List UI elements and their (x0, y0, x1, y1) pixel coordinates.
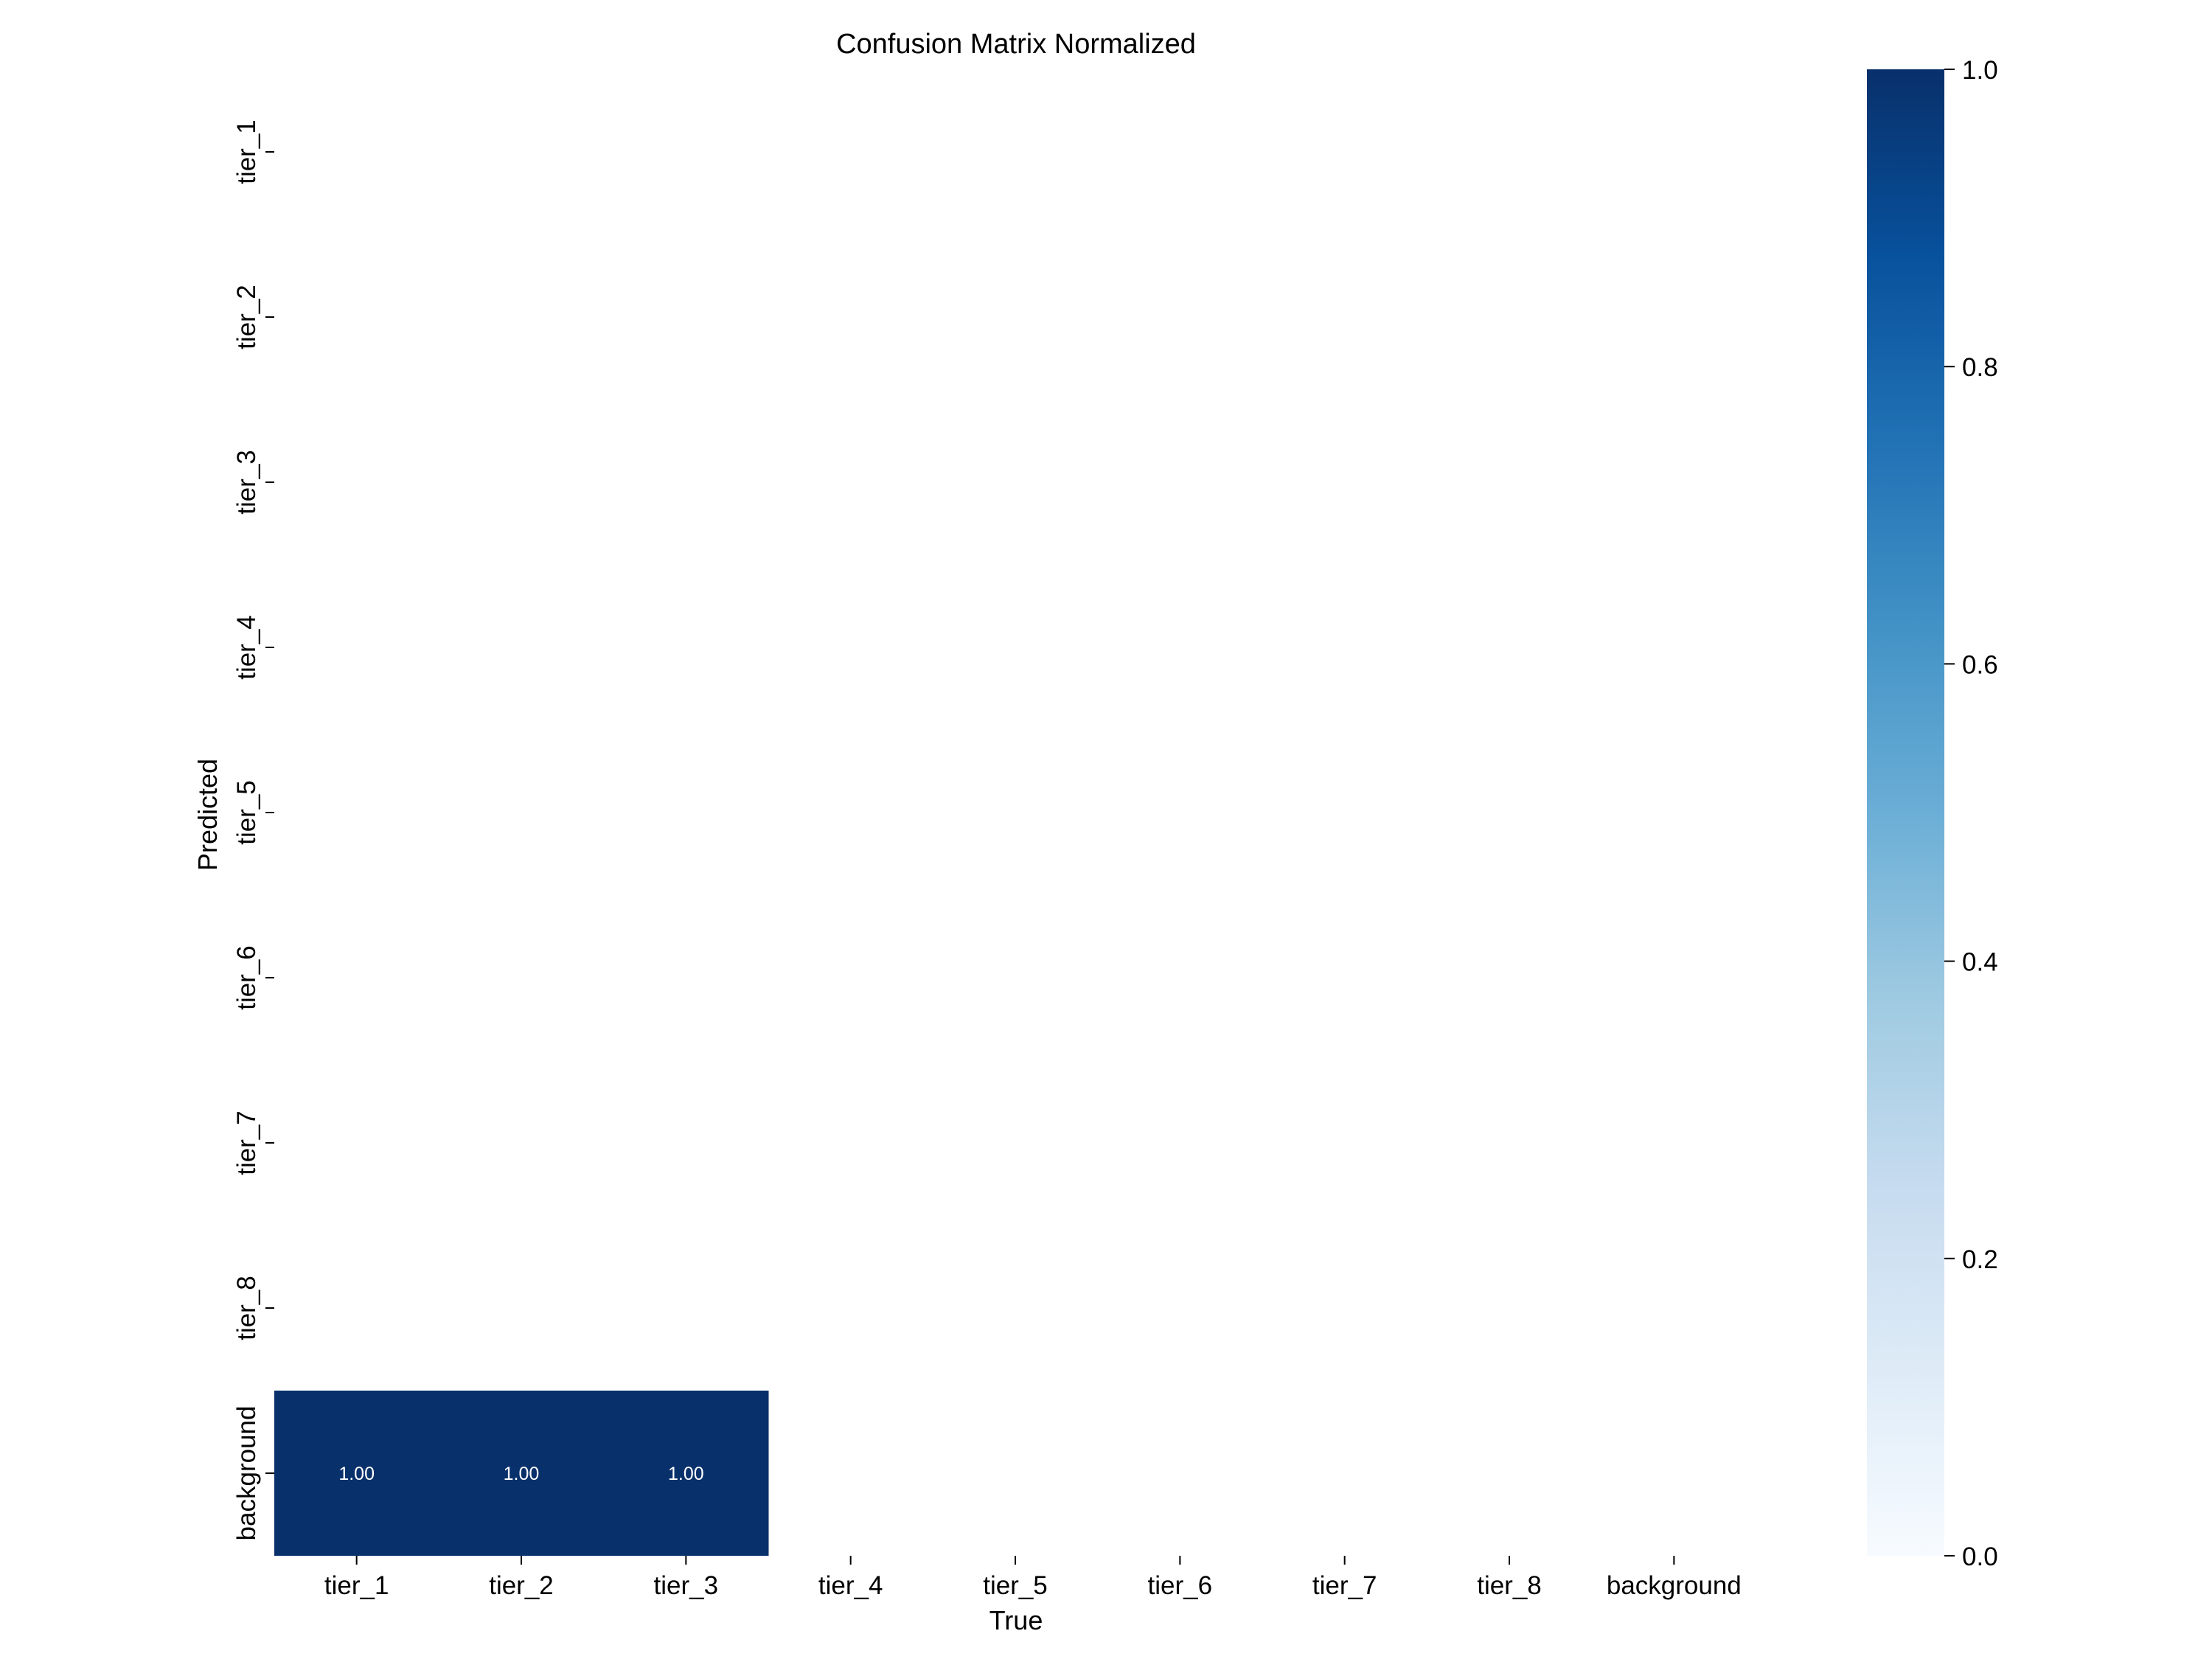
x-tick-label-tier_3: tier_3 (654, 1571, 719, 1600)
colorbar-tick-label: 0.6 (1962, 650, 1998, 679)
y-tick-label-tier_5: tier_5 (232, 780, 261, 845)
cell-value-label: 1.00 (504, 1464, 540, 1484)
chart-title: Confusion Matrix Normalized (836, 29, 1196, 60)
heatmap-cell-background-tier_1 (274, 1391, 439, 1556)
heatmap-cells (274, 1391, 769, 1556)
x-tick-label-tier_1: tier_1 (324, 1571, 389, 1600)
cell-value-label: 1.00 (338, 1464, 375, 1484)
y-tick-label-tier_2: tier_2 (232, 285, 261, 349)
colorbar-tick-label: 0.0 (1962, 1543, 1998, 1571)
x-tick-label-tier_4: tier_4 (818, 1571, 883, 1600)
y-tick-label-tier_3: tier_3 (232, 450, 261, 515)
y-tick-label-tier_8: tier_8 (232, 1276, 261, 1340)
colorbar-gradient (1867, 69, 1944, 1556)
colorbar-tick-label: 0.8 (1962, 353, 1998, 382)
colorbar-ticks: 0.0 0.2 0.4 0.6 0.8 1.0 (1944, 56, 1998, 1571)
colorbar-tick-label: 0.4 (1962, 948, 1998, 977)
x-axis-label: True (990, 1605, 1043, 1635)
colorbar: 0.0 0.2 0.4 0.6 0.8 1.0 (1867, 56, 1998, 1571)
x-tick-label-tier_5: tier_5 (983, 1571, 1048, 1600)
y-tick-label-tier_7: tier_7 (232, 1110, 261, 1175)
cell-labels: 1.00 1.00 1.00 (338, 1464, 703, 1484)
x-axis-ticks: tier_1 tier_2 tier_3 tier_4 tier_5 tier_6 tier… (324, 1556, 1742, 1600)
colorbar-tick-label: 1.0 (1962, 56, 1998, 85)
cell-value-label: 1.00 (668, 1464, 704, 1484)
y-tick-label-tier_6: tier_6 (232, 945, 261, 1010)
x-tick-label-background: background (1607, 1571, 1742, 1600)
x-tick-label-tier_2: tier_2 (489, 1571, 554, 1600)
x-tick-label-tier_7: tier_7 (1312, 1571, 1377, 1600)
heatmap-cell-background-tier_3 (603, 1391, 769, 1556)
y-tick-label-tier_4: tier_4 (232, 615, 261, 680)
y-tick-label-tier_1: tier_1 (232, 119, 261, 184)
colorbar-tick-label: 0.2 (1962, 1245, 1998, 1274)
y-axis-label: Predicted (192, 759, 223, 871)
heatmap-cell-background-tier_2 (439, 1391, 605, 1556)
x-tick-label-tier_6: tier_6 (1148, 1571, 1213, 1600)
x-tick-label-tier_8: tier_8 (1477, 1571, 1542, 1600)
y-tick-label-background: background (232, 1406, 261, 1541)
y-axis-ticks: tier_1 tier_2 tier_3 tier_4 tier_5 tier_6tier… (232, 119, 274, 1540)
